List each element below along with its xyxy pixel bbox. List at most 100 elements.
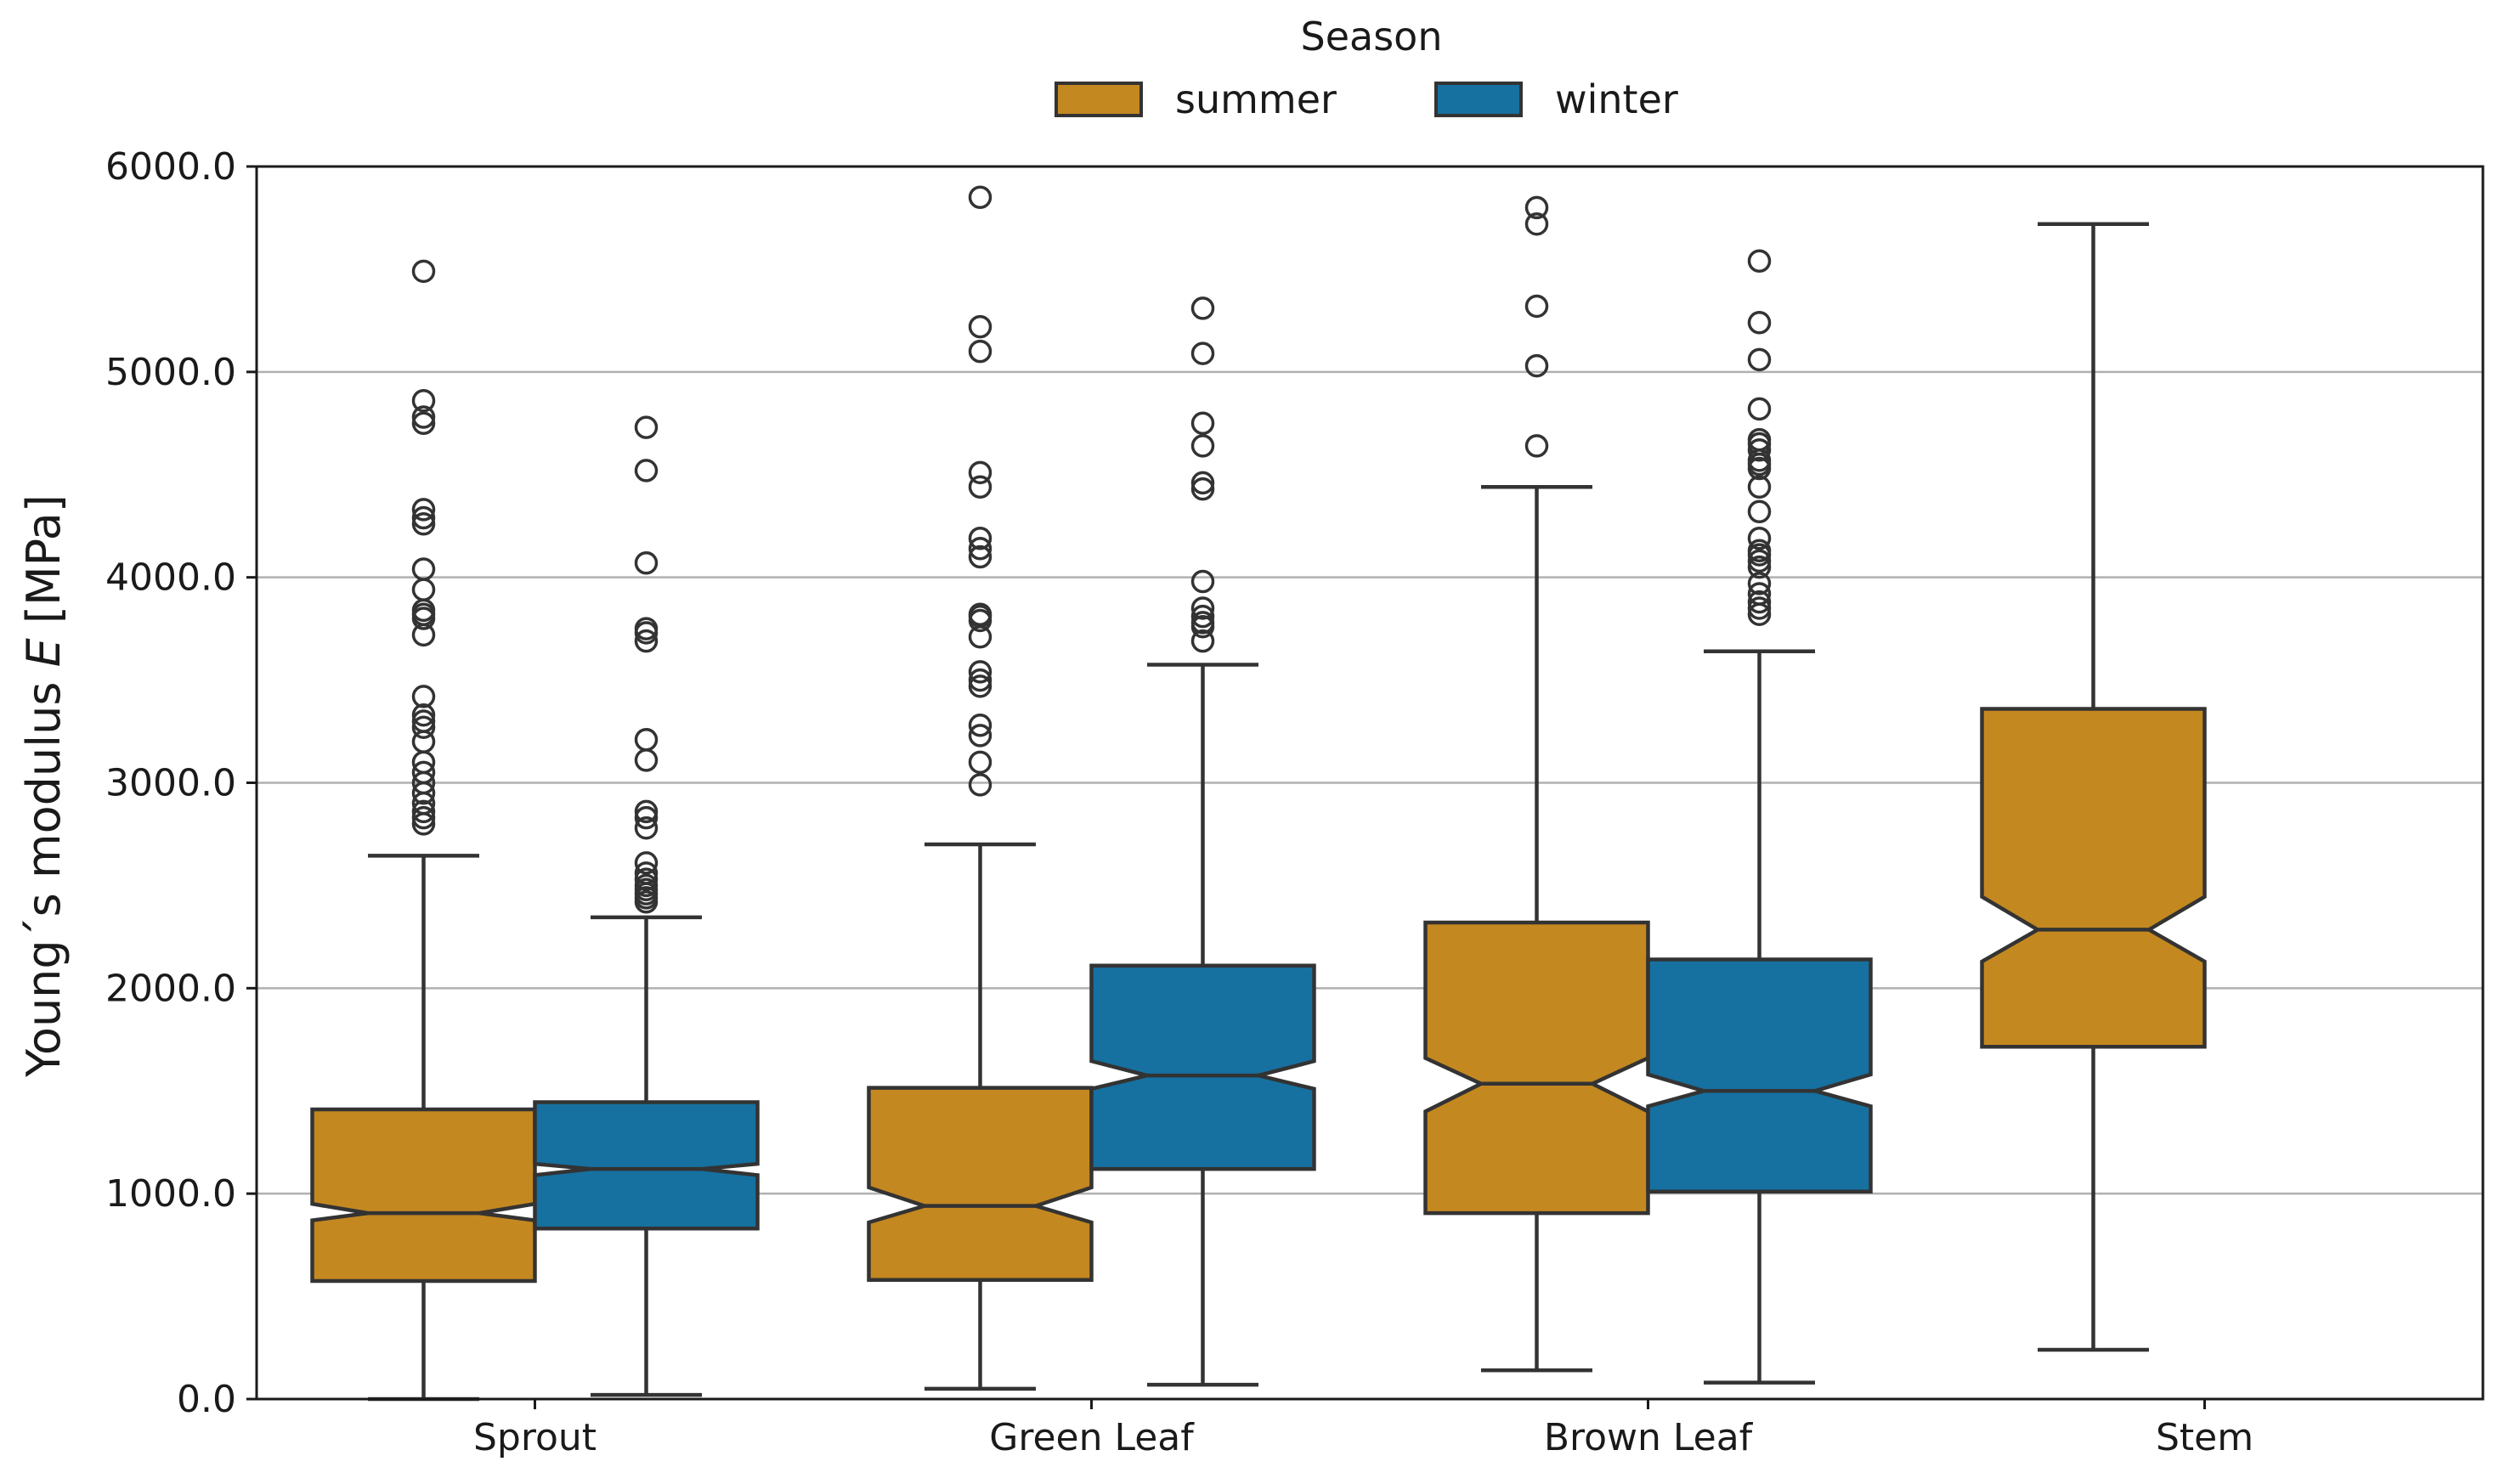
outlier-point: [634, 415, 659, 439]
outlier-point: [1190, 611, 1215, 635]
x-tick-label: Sprout: [473, 1416, 597, 1459]
outlier-point: [1747, 475, 1772, 499]
box-summer-sprout: [310, 854, 537, 1402]
outlier-point: [1747, 539, 1772, 562]
outlier-point: [1747, 311, 1772, 335]
legend-title: Season: [1301, 14, 1443, 59]
box-body: [1646, 957, 1873, 1193]
y-axis-label-symbol: E: [17, 637, 71, 667]
outlier-point: [1190, 434, 1215, 458]
outlier-point: [411, 259, 436, 284]
y-tick-label: 6000.0: [105, 145, 236, 189]
outlier-point: [634, 815, 659, 840]
outlier-point: [634, 727, 659, 752]
outlier-point: [1524, 434, 1549, 458]
outlier-point: [968, 314, 992, 339]
outlier-point: [1747, 582, 1772, 606]
box-body: [310, 1107, 537, 1284]
box-body: [1980, 707, 2207, 1049]
box-summer-green-leaf: [867, 842, 1094, 1391]
y-tick-label: 0.0: [177, 1378, 236, 1421]
outlier-layer: [411, 185, 1772, 914]
legend: Season summer winter: [1055, 14, 1678, 122]
outlier-point: [634, 873, 659, 898]
box-summer-brown-leaf: [1423, 485, 1650, 1373]
outlier-point: [634, 617, 659, 640]
outlier-point: [634, 851, 659, 875]
outlier-point: [634, 867, 659, 891]
outlier-point: [968, 545, 992, 569]
outlier-point: [968, 185, 992, 210]
outlier-point: [634, 799, 659, 824]
outlier-point: [968, 537, 992, 561]
outlier-point: [411, 685, 436, 708]
y-tick-label: 4000.0: [105, 556, 236, 600]
outlier-point: [1524, 212, 1549, 236]
x-tick-label: Green Leaf: [989, 1416, 1195, 1459]
outlier-point: [968, 750, 992, 775]
outlier-point: [1747, 555, 1772, 579]
outlier-point: [411, 799, 436, 824]
outlier-point: [411, 512, 436, 536]
outlier-point: [1524, 294, 1549, 319]
outlier-point: [1190, 604, 1215, 629]
outlier-point: [1190, 411, 1215, 436]
outlier-point: [1747, 590, 1772, 614]
outlier-point: [1747, 572, 1772, 595]
outlier-point: [968, 602, 992, 626]
outlier-point: [1747, 397, 1772, 421]
box-winter-sprout: [533, 915, 760, 1397]
box-layer: [310, 222, 2207, 1402]
outlier-point: [634, 748, 659, 772]
outlier-point: [634, 550, 659, 575]
outlier-point: [1190, 629, 1215, 653]
outlier-point: [1747, 347, 1772, 372]
outlier-point: [411, 557, 436, 581]
box-body: [867, 1086, 1094, 1282]
y-tick-label: 1000.0: [105, 1172, 236, 1216]
outlier-point: [968, 773, 992, 797]
outlier-point: [411, 715, 436, 739]
outlier-point: [1524, 195, 1549, 220]
outlier-point: [411, 709, 436, 733]
y-tick-label: 2000.0: [105, 967, 236, 1010]
x-axis-ticks: Sprout Green Leaf Brown Leaf Stem: [473, 1399, 2253, 1459]
box-body: [1423, 920, 1650, 1216]
box-winter-green-leaf: [1089, 663, 1316, 1387]
box-body: [533, 1100, 760, 1231]
outlier-point: [411, 498, 436, 522]
outlier-point: [968, 460, 992, 485]
outlier-point: [411, 505, 436, 530]
outlier-point: [411, 405, 436, 429]
y-axis-label-suffix: [MPa]: [17, 494, 71, 638]
outlier-point: [634, 459, 659, 482]
y-axis-label-prefix: Young´s modulus: [17, 667, 71, 1078]
outlier-point: [411, 388, 436, 413]
outlier-point: [1747, 427, 1772, 452]
outlier-point: [1747, 549, 1772, 573]
outlier-point: [1747, 437, 1772, 462]
outlier-point: [1747, 596, 1772, 620]
outlier-point: [411, 805, 436, 830]
outlier-point: [1190, 596, 1215, 620]
outlier-point: [968, 660, 992, 684]
outlier-point: [1524, 353, 1549, 378]
box-summer-stem: [1980, 222, 2207, 1352]
outlier-point: [1747, 249, 1772, 273]
legend-label-summer: summer: [1175, 76, 1337, 122]
box-body: [1089, 963, 1316, 1171]
outlier-point: [411, 411, 436, 436]
legend-swatch-summer: [1055, 82, 1143, 117]
outlier-point: [968, 526, 992, 550]
outlier-point: [1747, 526, 1772, 550]
outlier-point: [1190, 341, 1215, 365]
outlier-point: [634, 629, 659, 653]
y-tick-label: 5000.0: [105, 351, 236, 394]
outlier-point: [634, 861, 659, 885]
legend-swatch-winter: [1434, 82, 1523, 117]
outlier-point: [968, 475, 992, 499]
outlier-point: [968, 339, 992, 364]
outlier-point: [1190, 477, 1215, 501]
outlier-point: [411, 703, 436, 727]
